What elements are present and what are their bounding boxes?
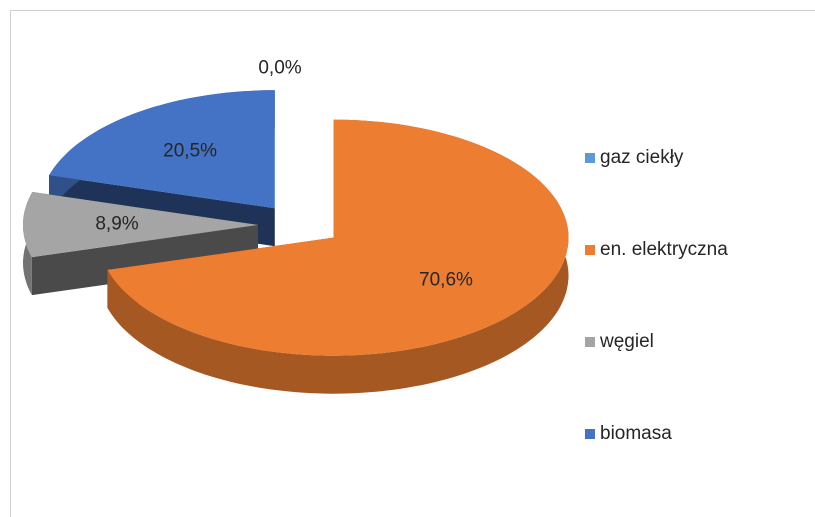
pie-slice <box>107 119 569 394</box>
data-label: 0,0% <box>258 57 301 78</box>
chart-border <box>10 10 815 517</box>
slice-top <box>107 119 569 356</box>
slice-top <box>49 90 275 209</box>
slice-top <box>23 192 259 258</box>
legend-swatch <box>585 245 595 255</box>
legend-swatch <box>585 153 595 163</box>
legend-label: węgiel <box>599 331 654 352</box>
data-label: 20,5% <box>163 141 217 162</box>
legend-label: biomasa <box>600 423 672 444</box>
legend-label: en. elektryczna <box>600 239 728 260</box>
data-label: 8,9% <box>95 214 138 235</box>
data-label: 70,6% <box>419 269 473 290</box>
legend-label: gaz ciekły <box>600 147 684 168</box>
pie-slice <box>23 192 259 296</box>
legend-swatch <box>585 429 595 439</box>
legend-swatch <box>585 337 595 347</box>
